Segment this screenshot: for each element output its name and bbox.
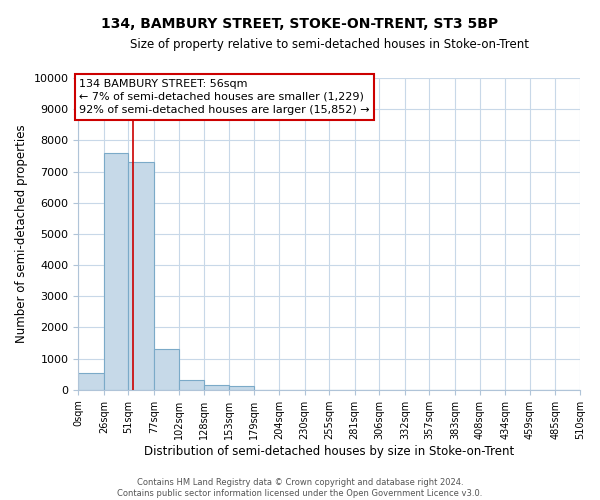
X-axis label: Distribution of semi-detached houses by size in Stoke-on-Trent: Distribution of semi-detached houses by … [144,444,514,458]
Bar [128,162,154,390]
Bar [204,385,229,390]
Bar [104,153,128,390]
Bar [179,380,204,390]
Y-axis label: Number of semi-detached properties: Number of semi-detached properties [15,124,28,343]
Bar [154,348,179,390]
Bar [229,386,254,390]
Title: Size of property relative to semi-detached houses in Stoke-on-Trent: Size of property relative to semi-detach… [130,38,529,51]
Text: Contains HM Land Registry data © Crown copyright and database right 2024.
Contai: Contains HM Land Registry data © Crown c… [118,478,482,498]
Text: 134 BAMBURY STREET: 56sqm
← 7% of semi-detached houses are smaller (1,229)
92% o: 134 BAMBURY STREET: 56sqm ← 7% of semi-d… [79,78,370,115]
Text: 134, BAMBURY STREET, STOKE-ON-TRENT, ST3 5BP: 134, BAMBURY STREET, STOKE-ON-TRENT, ST3… [101,18,499,32]
Bar [78,372,104,390]
